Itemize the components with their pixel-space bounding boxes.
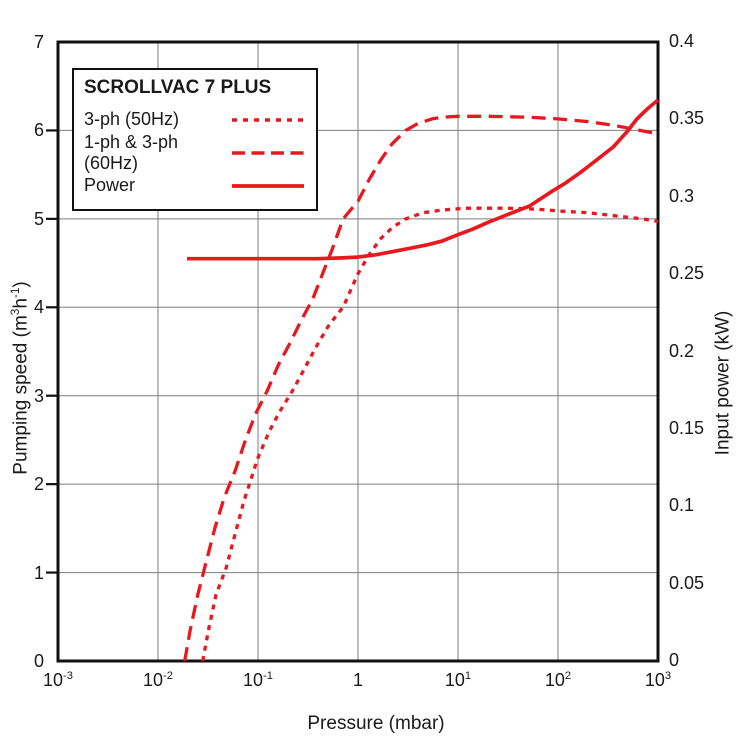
y-right-tick-label: 0.15 — [669, 417, 705, 438]
series-dashed-line — [183, 114, 659, 662]
y-right-tick-label: 0 — [669, 650, 680, 671]
y-right-tick-label: 0.05 — [669, 572, 705, 593]
y-right-tick-label: 0.4 — [669, 31, 695, 52]
legend-item-power: Power — [84, 169, 306, 202]
y-left-tick-label: 5 — [33, 208, 44, 229]
chart-legend: SCROLLVAC 7 PLUS 3-ph (50Hz) 1-ph & 3-ph… — [72, 68, 318, 211]
y-left-tick-label: 7 — [33, 32, 44, 52]
y-right-tick-label: 0.35 — [669, 108, 705, 129]
x-tick-label: 101 — [444, 670, 472, 690]
x-axis-title: Pressure (mbar) — [307, 714, 444, 733]
x-tick-label: 10-2 — [143, 670, 173, 690]
y-left-tick-label: 0 — [33, 651, 44, 671]
data-series — [183, 98, 660, 662]
x-tick-label: 10-3 — [43, 670, 73, 690]
y-left-tick-label: 3 — [33, 385, 44, 406]
solid-line-sample — [232, 183, 304, 188]
y-left-tick-label: 6 — [33, 120, 44, 141]
y-left-tick-label: 1 — [33, 562, 44, 583]
x-tick-label: 10-1 — [243, 670, 273, 690]
series-dotted-line — [201, 206, 659, 662]
y-right-axis-title: Input power (kW) — [712, 310, 734, 456]
legend-item-3ph-50hz: 3-ph (50Hz) — [84, 103, 306, 136]
y-left-tick-label: 2 — [33, 474, 44, 495]
y-left-title-sup: -1 — [9, 287, 23, 299]
legend-item-label: 3-ph (50Hz) — [84, 109, 180, 129]
legend-item-label: 1-ph & 3-ph (60Hz) — [84, 131, 179, 173]
y-right-tick-label: 0.25 — [669, 263, 705, 284]
x-tick-label: 102 — [544, 670, 572, 690]
y-right-tick-label: 0.2 — [669, 340, 695, 361]
series-solid-line — [187, 98, 660, 261]
x-tick-label: 103 — [644, 670, 672, 690]
y-left-tick-label: 4 — [33, 297, 44, 318]
x-tick-label: 1 — [352, 670, 364, 690]
y-left-title-text: Pumping speed (m — [10, 315, 32, 475]
legend-item-label: Power — [84, 175, 136, 195]
y-right-title-text: Input power (kW) — [712, 310, 734, 456]
plot-border — [56, 40, 660, 663]
legend-item-1ph-3ph-60hz: 1-ph & 3-ph (60Hz) — [84, 132, 306, 173]
y-left-title-text: h — [10, 298, 32, 309]
y-left-title-sup: 3 — [9, 308, 23, 316]
legend-title: SCROLLVAC 7 PLUS — [84, 77, 272, 98]
dashed-line-sample — [232, 150, 304, 155]
x-title-text: Pressure (mbar) — [307, 713, 445, 734]
y-left-axis-title: Pumping speed (m3h-1) — [9, 281, 32, 475]
y-left-tick-marks — [46, 129, 58, 574]
y-right-tick-label: 0.3 — [669, 185, 695, 206]
dotted-line-sample — [232, 117, 304, 122]
y-right-tick-label: 0.1 — [669, 495, 695, 516]
y-left-title-text: ) — [10, 281, 32, 288]
